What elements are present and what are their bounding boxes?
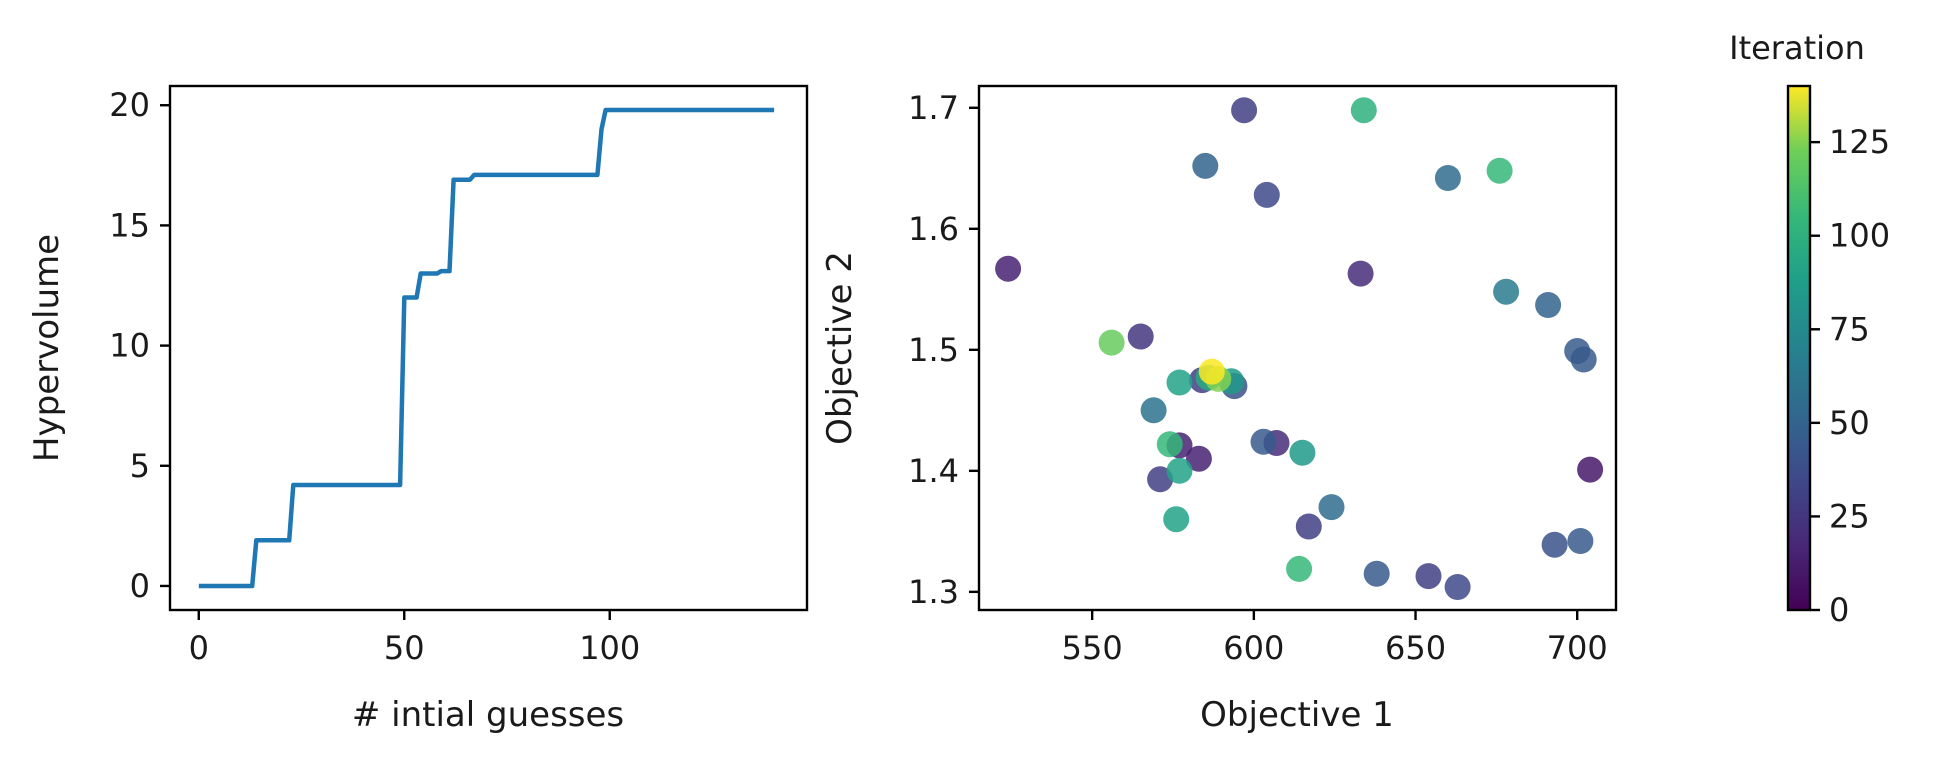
objectives-scatter-chart: 550 600 650 700 1.3 1.4 1.5 1.6 1.7 Objective 1… bbox=[820, 84, 1618, 735]
colorbar-tick-label: 75 bbox=[1829, 310, 1870, 348]
colorbar-tick-label: 100 bbox=[1829, 217, 1890, 255]
line-x-tick-label: 100 bbox=[579, 629, 640, 667]
line-y-tick-label: 10 bbox=[109, 327, 150, 365]
scatter-point bbox=[1350, 97, 1377, 124]
scatter-point bbox=[1347, 260, 1374, 287]
line-y-tick-label: 20 bbox=[109, 86, 150, 124]
scatter-point bbox=[1363, 560, 1390, 587]
scatter-point bbox=[1127, 323, 1154, 350]
scatter-point bbox=[1253, 181, 1280, 208]
colorbar-gradient bbox=[1788, 86, 1810, 610]
scatter-point bbox=[1567, 528, 1594, 554]
scatter-point bbox=[1147, 466, 1174, 493]
line-x-axis-label: # intial guesses bbox=[352, 695, 624, 735]
scatter-point bbox=[1289, 439, 1316, 466]
scatter-point bbox=[995, 255, 1022, 282]
scatter-x-tick-label: 600 bbox=[1223, 629, 1284, 667]
colorbar-frame bbox=[1786, 84, 1812, 612]
colorbar-title: Iteration bbox=[1729, 29, 1865, 67]
line-y-axis-label: Hypervolume bbox=[27, 234, 67, 462]
scatter-x-tick-label: 700 bbox=[1547, 629, 1608, 667]
scatter-y-axis: 1.3 1.4 1.5 1.6 1.7 bbox=[908, 89, 979, 611]
hypervolume-line-chart: 0 50 100 0 5 10 15 20 # intial guesses Hypervo… bbox=[27, 84, 809, 735]
scatter-point bbox=[1286, 555, 1313, 582]
line-x-axis: 0 50 100 bbox=[189, 610, 640, 667]
scatter-point bbox=[1098, 329, 1125, 356]
scatter-x-tick-label: 650 bbox=[1385, 629, 1446, 667]
scatter-point bbox=[1318, 494, 1345, 521]
scatter-x-axis-label: Objective 1 bbox=[1200, 695, 1394, 735]
scatter-y-tick-label: 1.4 bbox=[908, 452, 959, 490]
scatter-y-tick-label: 1.5 bbox=[908, 331, 959, 369]
scatter-point bbox=[1295, 513, 1322, 540]
line-plot-area bbox=[198, 107, 775, 589]
colorbar-tick-label: 0 bbox=[1829, 591, 1849, 629]
scatter-point bbox=[1185, 445, 1212, 472]
scatter-point bbox=[1493, 278, 1520, 305]
line-y-tick-label: 5 bbox=[130, 447, 150, 485]
scatter-point bbox=[1163, 506, 1190, 533]
scatter-point bbox=[1486, 157, 1513, 184]
scatter-point bbox=[1570, 346, 1597, 373]
hypervolume-series-line bbox=[198, 107, 775, 589]
scatter-y-tick-label: 1.7 bbox=[908, 89, 959, 127]
line-y-tick-label: 15 bbox=[109, 206, 150, 244]
colorbar-axis: 0 25 50 75 100 125 bbox=[1810, 123, 1890, 629]
line-plot-frame bbox=[168, 84, 809, 612]
scatter-point bbox=[1140, 397, 1167, 424]
scatter-point bbox=[1415, 563, 1442, 590]
scatter-y-axis-label: Objective 2 bbox=[820, 251, 860, 445]
line-y-axis: 0 5 10 15 20 bbox=[109, 86, 170, 605]
scatter-y-tick-label: 1.6 bbox=[908, 210, 959, 248]
scatter-y-tick-label: 1.3 bbox=[908, 573, 959, 611]
scatter-point bbox=[1577, 456, 1604, 483]
scatter-plot-frame bbox=[977, 84, 1618, 612]
colorbar-tick-label: 50 bbox=[1829, 404, 1870, 442]
scatter-plot-area bbox=[995, 97, 1604, 600]
scatter-point bbox=[1434, 165, 1461, 191]
scatter-point bbox=[1166, 369, 1193, 396]
scatter-x-tick-label: 550 bbox=[1062, 629, 1123, 667]
scatter-point bbox=[1166, 457, 1193, 484]
colorbar-tick-label: 125 bbox=[1829, 123, 1890, 161]
scatter-point bbox=[1231, 97, 1258, 124]
scatter-point bbox=[1541, 531, 1568, 558]
scatter-point bbox=[1444, 574, 1471, 600]
scatter-point bbox=[1535, 292, 1562, 318]
line-x-tick-label: 50 bbox=[384, 629, 425, 667]
line-y-tick-label: 0 bbox=[130, 567, 150, 605]
scatter-point bbox=[1250, 428, 1277, 455]
scatter-point bbox=[1192, 152, 1219, 179]
line-x-tick-label: 0 bbox=[189, 629, 209, 667]
iteration-colorbar: 0 25 50 75 100 125 Iteration bbox=[1729, 29, 1890, 629]
scatter-x-axis: 550 600 650 700 bbox=[1062, 610, 1608, 667]
scatter-point bbox=[1156, 431, 1183, 458]
colorbar-tick-label: 25 bbox=[1829, 497, 1870, 535]
scatter-point bbox=[1198, 358, 1225, 385]
